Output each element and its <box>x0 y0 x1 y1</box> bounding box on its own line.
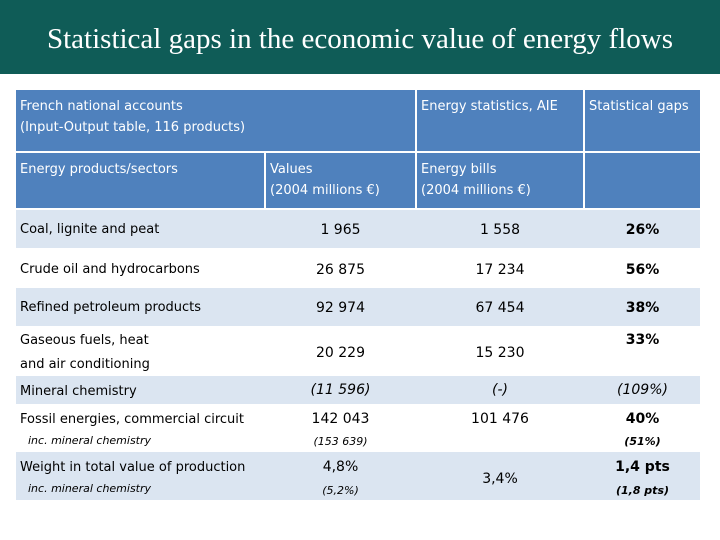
row-value: 4,8% <box>322 459 359 475</box>
header-text: Energy bills <box>421 162 497 177</box>
row-label: Fossil energies, commercial circuit <box>20 412 244 427</box>
row-bill: 15 230 <box>475 345 525 361</box>
header-national-accounts: French national accounts (Input-Output t… <box>16 90 415 151</box>
header-text: Energy statistics, AIE <box>421 99 558 114</box>
row-value: 20 229 <box>316 345 365 361</box>
row-value-sub: (5,2%) <box>322 484 359 497</box>
header-text: (Input-Output table, 116 products) <box>20 120 246 135</box>
row-sublabel: inc. mineral chemistry <box>28 434 152 447</box>
row-background <box>16 452 700 500</box>
row-background <box>16 326 700 376</box>
row-value-sub: (153 639) <box>313 435 368 448</box>
row-background <box>16 288 700 326</box>
row-gap: 33% <box>625 332 660 348</box>
row-gap: 56% <box>625 262 660 278</box>
row-label: Crude oil and hydrocarbons <box>20 262 200 277</box>
header-energy-products: Energy products/sectors <box>16 153 264 208</box>
header-energy-bills: Energy bills (2004 millions €) <box>417 153 583 208</box>
row-gap: 40% <box>625 411 660 427</box>
row-background <box>16 376 700 404</box>
row-gap-sub: (1,8 pts) <box>615 484 670 497</box>
header-values: Values (2004 millions €) <box>266 153 415 208</box>
row-label: Gaseous fuels, heat <box>20 333 149 348</box>
header-text: (2004 millions €) <box>421 183 531 198</box>
row-bill: 17 234 <box>475 262 525 278</box>
row-bill: 101 476 <box>471 411 529 427</box>
header-text: French national accounts <box>20 99 183 114</box>
row-label: Refined petroleum products <box>20 300 202 315</box>
row-label: Mineral chemistry <box>20 384 137 399</box>
header-text: Statistical gaps <box>589 99 689 114</box>
slide-title: Statistical gaps in the economic value o… <box>46 23 674 55</box>
row-value: (11 596) <box>310 382 371 398</box>
row-bill: 67 454 <box>475 300 525 316</box>
row-gap: (109%) <box>617 382 668 398</box>
row-bill: 1 558 <box>479 222 521 238</box>
row-sublabel: inc. mineral chemistry <box>28 482 152 495</box>
gaps-table: French national accounts (Input-Output t… <box>16 90 700 500</box>
row-label: and air conditioning <box>20 357 150 372</box>
row-value: 142 043 <box>311 411 370 427</box>
row-background <box>16 250 700 288</box>
header-text: Values <box>270 162 313 177</box>
row-value: 1 965 <box>320 222 361 238</box>
header-text: Energy products/sectors <box>20 162 178 177</box>
row-value: 92 974 <box>316 300 365 316</box>
row-background <box>16 404 700 452</box>
row-bill: 3,4% <box>482 471 518 487</box>
row-gap: 26% <box>625 222 660 238</box>
header-statistical-gaps: Statistical gaps <box>585 90 700 151</box>
row-background <box>16 210 700 248</box>
row-gap: 38% <box>625 300 660 316</box>
row-value: 26 875 <box>316 262 365 278</box>
row-label: Weight in total value of production <box>20 460 246 475</box>
title-bar <box>0 0 720 74</box>
header-gaps-blank <box>585 153 700 208</box>
header-energy-statistics: Energy statistics, AIE <box>417 90 583 151</box>
row-bill: (-) <box>492 382 508 398</box>
header-text: (2004 millions €) <box>270 183 380 198</box>
row-label: Coal, lignite and peat <box>20 222 160 237</box>
row-gap-sub: (51%) <box>624 435 661 448</box>
row-gap: 1,4 pts <box>615 459 670 475</box>
